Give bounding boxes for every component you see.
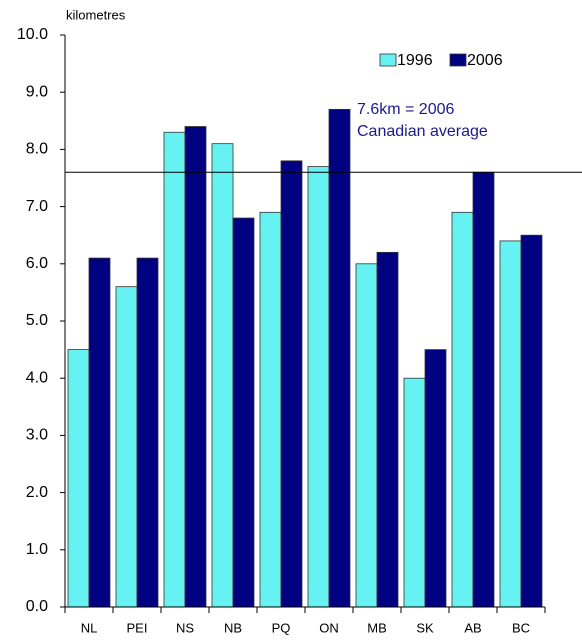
annotation: 7.6km = 2006 xyxy=(357,101,455,118)
x-tick-label: NL xyxy=(81,620,98,635)
y-tick-label: 1.0 xyxy=(26,541,48,558)
legend-swatch xyxy=(379,53,397,67)
bar xyxy=(211,143,234,608)
bar xyxy=(259,211,282,608)
y-tick-label: 7.0 xyxy=(26,198,48,215)
bar xyxy=(355,263,378,608)
y-tick-label: 10.0 xyxy=(17,26,48,43)
x-tick-label: PEI xyxy=(127,620,148,635)
y-tick-label: 3.0 xyxy=(26,427,48,444)
legend-label: 1996 xyxy=(397,52,433,69)
bar xyxy=(376,251,399,608)
y-tick-label: 6.0 xyxy=(26,255,48,272)
bar xyxy=(520,234,543,608)
x-tick-label: NB xyxy=(224,620,242,635)
bar xyxy=(472,171,495,608)
bar xyxy=(307,166,330,608)
y-axis-label: kilometres xyxy=(66,7,126,22)
legend-label: 2006 xyxy=(467,52,503,69)
bar xyxy=(424,349,447,608)
y-tick-label: 4.0 xyxy=(26,369,48,386)
x-tick-label: MB xyxy=(367,620,387,635)
y-tick-label: 0.0 xyxy=(26,598,48,615)
bar xyxy=(88,257,111,608)
bar xyxy=(163,131,186,608)
legend-swatch xyxy=(449,53,467,67)
x-tick-label: PQ xyxy=(272,620,291,635)
y-tick-label: 9.0 xyxy=(26,83,48,100)
bar xyxy=(67,349,90,608)
y-tick-label: 2.0 xyxy=(26,484,48,501)
x-tick-label: ON xyxy=(319,620,339,635)
bar xyxy=(403,377,426,608)
y-tick-label: 5.0 xyxy=(26,312,48,329)
bar xyxy=(136,257,159,608)
y-tick-label: 8.0 xyxy=(26,141,48,158)
bar xyxy=(184,126,207,608)
x-tick-label: AB xyxy=(464,620,481,635)
x-tick-label: SK xyxy=(416,620,434,635)
x-tick-label: BC xyxy=(512,620,530,635)
bar xyxy=(280,160,303,608)
bar xyxy=(232,217,255,608)
annotation: Canadian average xyxy=(357,123,488,140)
bar xyxy=(328,108,351,608)
bar xyxy=(499,240,522,608)
bar xyxy=(451,211,474,608)
bar xyxy=(115,286,138,608)
x-tick-label: NS xyxy=(176,620,194,635)
